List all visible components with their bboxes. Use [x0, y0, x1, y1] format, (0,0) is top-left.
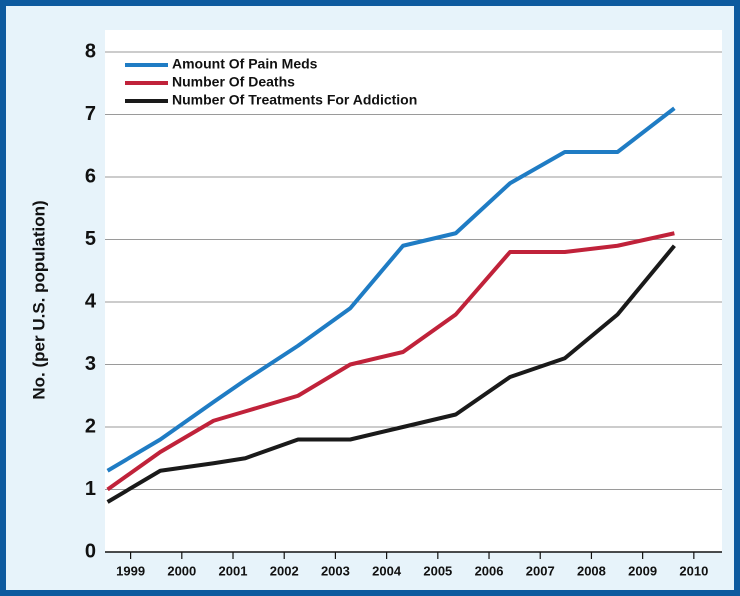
x-tick-label: 2001 [219, 563, 248, 578]
series-line [106, 106, 676, 473]
y-tick-label: 5 [85, 228, 96, 250]
series-line [106, 231, 675, 492]
y-tick-label: 7 [85, 103, 96, 125]
x-tick-label: 2008 [577, 563, 606, 578]
x-tick-label: 2005 [423, 563, 452, 578]
series-line [106, 244, 676, 504]
x-tick-label: 2002 [270, 563, 299, 578]
y-tick-label: 1 [85, 478, 96, 500]
y-tick-label: 3 [85, 353, 96, 375]
x-tick-label: 2007 [526, 563, 555, 578]
y-tick-label: 4 [85, 290, 97, 312]
x-tick-label: 2006 [475, 563, 504, 578]
y-axis-label: No. (per U.S. population) [29, 200, 48, 399]
y-tick-label: 6 [85, 165, 96, 187]
x-tick-label: 2000 [167, 563, 196, 578]
y-tick-label: 2 [85, 415, 96, 437]
x-tick-label: 2003 [321, 563, 350, 578]
x-tick-label: 2009 [628, 563, 657, 578]
x-tick-label: 1999 [116, 563, 145, 578]
legend-label: Amount Of Pain Meds [172, 56, 318, 72]
plot-area [105, 30, 722, 552]
y-tick-label: 8 [85, 40, 96, 62]
legend-label: Number Of Deaths [172, 74, 295, 90]
x-tick-label: 2010 [679, 563, 708, 578]
x-tick-label: 2004 [372, 563, 402, 578]
y-tick-label: 0 [85, 540, 96, 562]
legend-label: Number Of Treatments For Addiction [172, 92, 417, 108]
